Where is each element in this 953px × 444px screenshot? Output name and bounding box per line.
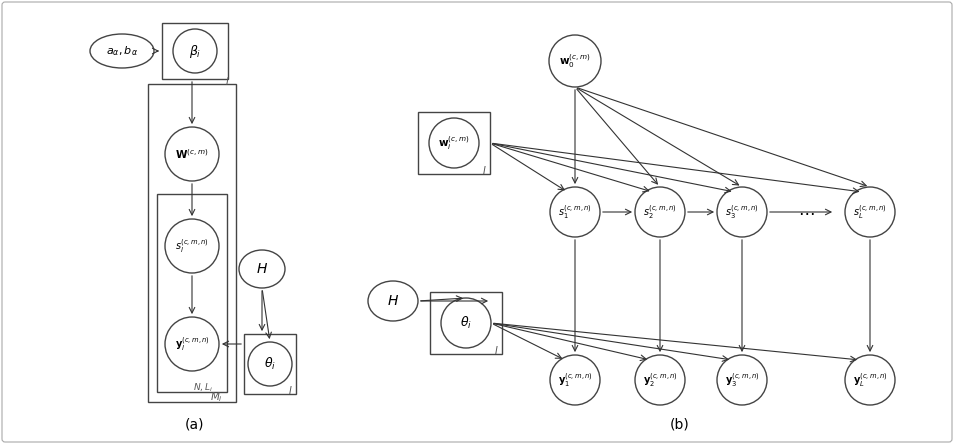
Circle shape	[165, 127, 219, 181]
Bar	[162, 23, 228, 79]
Bar	[157, 194, 227, 392]
Text: $a_{\alpha},b_{\alpha}$: $a_{\alpha},b_{\alpha}$	[106, 44, 138, 58]
Text: $s_l^{(c,m,n)}$: $s_l^{(c,m,n)}$	[174, 237, 209, 255]
Text: $\mathbf{y}_l^{(c,m,n)}$: $\mathbf{y}_l^{(c,m,n)}$	[174, 335, 210, 353]
Circle shape	[635, 355, 684, 405]
Ellipse shape	[90, 34, 153, 68]
Text: $\beta_i$: $\beta_i$	[189, 43, 201, 59]
Text: $H$: $H$	[387, 294, 398, 308]
Circle shape	[172, 29, 216, 73]
Circle shape	[844, 355, 894, 405]
Text: $\cdots$: $\cdots$	[797, 203, 814, 221]
Bar	[244, 334, 295, 394]
Circle shape	[429, 118, 478, 168]
Text: (b): (b)	[669, 418, 689, 432]
Circle shape	[248, 342, 292, 386]
Circle shape	[635, 187, 684, 237]
Text: $\theta_i$: $\theta_i$	[459, 315, 472, 331]
Text: $M_i$: $M_i$	[210, 390, 223, 404]
Circle shape	[165, 219, 219, 273]
Text: $\mathbf{w}_i^{(c,m)}$: $\mathbf{w}_i^{(c,m)}$	[437, 134, 469, 152]
Text: $\mathbf{y}_2^{(c,m,n)}$: $\mathbf{y}_2^{(c,m,n)}$	[642, 371, 677, 389]
Circle shape	[548, 35, 600, 87]
Circle shape	[550, 187, 599, 237]
Circle shape	[440, 298, 491, 348]
Text: $I$: $I$	[494, 344, 498, 356]
Ellipse shape	[368, 281, 417, 321]
Circle shape	[717, 355, 766, 405]
Ellipse shape	[239, 250, 285, 288]
Text: I: I	[226, 77, 229, 87]
Text: $s_L^{(c,m,n)}$: $s_L^{(c,m,n)}$	[852, 203, 886, 221]
Text: $I$: $I$	[288, 384, 293, 396]
Text: $\mathbf{y}_3^{(c,m,n)}$: $\mathbf{y}_3^{(c,m,n)}$	[724, 371, 759, 389]
Bar	[148, 84, 235, 402]
Bar	[417, 112, 490, 174]
Text: (a): (a)	[185, 418, 205, 432]
Text: $\theta_i$: $\theta_i$	[264, 356, 275, 372]
Text: $s_1^{(c,m,n)}$: $s_1^{(c,m,n)}$	[558, 203, 592, 221]
Circle shape	[550, 355, 599, 405]
Text: $s_3^{(c,m,n)}$: $s_3^{(c,m,n)}$	[724, 203, 759, 221]
Text: $s_2^{(c,m,n)}$: $s_2^{(c,m,n)}$	[642, 203, 677, 221]
Circle shape	[844, 187, 894, 237]
Text: $H$: $H$	[255, 262, 268, 276]
Text: $\mathbf{W}^{(c,m)}$: $\mathbf{W}^{(c,m)}$	[175, 147, 209, 161]
Bar	[430, 292, 501, 354]
Text: $I$: $I$	[481, 164, 486, 176]
Text: $N, L_i$: $N, L_i$	[193, 381, 213, 394]
Circle shape	[717, 187, 766, 237]
Text: $\mathbf{y}_L^{(c,m,n)}$: $\mathbf{y}_L^{(c,m,n)}$	[852, 371, 886, 389]
Text: $\mathbf{y}_1^{(c,m,n)}$: $\mathbf{y}_1^{(c,m,n)}$	[557, 371, 592, 389]
Circle shape	[165, 317, 219, 371]
Text: $\mathbf{w}_0^{(c,m)}$: $\mathbf{w}_0^{(c,m)}$	[558, 52, 590, 70]
